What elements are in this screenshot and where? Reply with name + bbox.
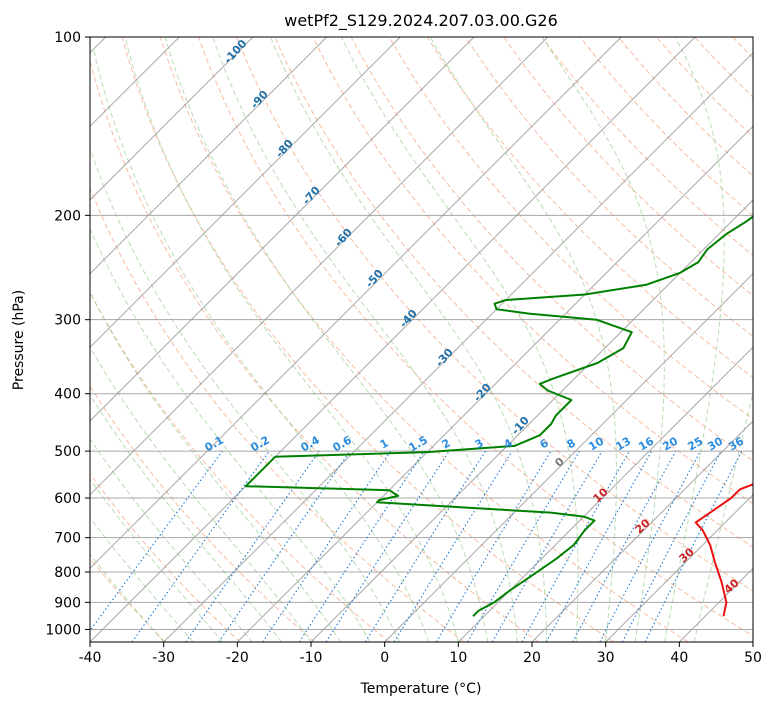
y-tick-label: 100 — [54, 30, 81, 46]
x-tick-label: 40 — [670, 650, 688, 666]
y-tick-label: 800 — [54, 565, 81, 581]
x-tick-label: -40 — [79, 650, 102, 666]
chart-title: wetPf2_S129.2024.207.03.00.G26 — [284, 11, 558, 31]
x-tick-label: 30 — [597, 650, 615, 666]
y-tick-label: 1000 — [45, 622, 81, 638]
x-tick-label: -20 — [226, 650, 249, 666]
x-tick-label: 50 — [744, 650, 762, 666]
x-tick-label: 0 — [380, 650, 389, 666]
y-tick-label: 900 — [54, 595, 81, 611]
y-tick-label: 400 — [54, 387, 81, 403]
x-tick-label: 10 — [449, 650, 467, 666]
x-tick-label: -30 — [152, 650, 175, 666]
y-tick-label: 500 — [54, 444, 81, 460]
y-tick-label: 200 — [54, 208, 81, 224]
y-tick-label: 300 — [54, 313, 81, 329]
y-tick-label: 600 — [54, 491, 81, 507]
x-axis-label: Temperature (°C) — [360, 681, 482, 697]
y-tick-label: 700 — [54, 531, 81, 547]
y-axis-label: Pressure (hPa) — [11, 290, 27, 390]
x-tick-label: 20 — [523, 650, 541, 666]
x-tick-label: -10 — [300, 650, 323, 666]
